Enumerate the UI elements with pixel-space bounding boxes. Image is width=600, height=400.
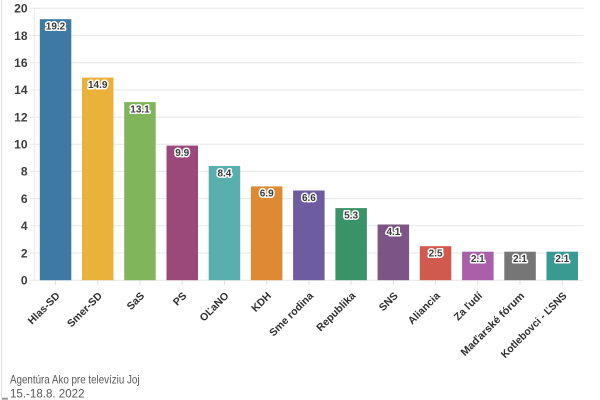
svg-text:4: 4 [21, 219, 28, 233]
svg-text:Aliancia: Aliancia [406, 290, 443, 327]
svg-text:0: 0 [21, 274, 28, 288]
svg-text:KDH: KDH [249, 290, 274, 315]
svg-text:Smer-SD: Smer-SD [65, 290, 105, 330]
svg-text:6: 6 [21, 192, 28, 206]
svg-text:19.2: 19.2 [46, 22, 66, 33]
svg-text:OĽaNO: OĽaNO [197, 290, 231, 324]
svg-text:4.1: 4.1 [386, 227, 400, 238]
svg-text:9.9: 9.9 [175, 148, 189, 159]
svg-text:Agentúra Ako pre televíziu Joj: Agentúra Ako pre televíziu Joj [10, 373, 140, 387]
svg-text:18: 18 [14, 29, 28, 43]
svg-text:20: 20 [14, 2, 28, 16]
svg-text:10: 10 [14, 138, 28, 152]
svg-text:14.9: 14.9 [88, 80, 108, 91]
svg-text:SNS: SNS [377, 290, 401, 314]
svg-text:8: 8 [21, 165, 28, 179]
svg-text:5.3: 5.3 [344, 210, 358, 221]
svg-text:Sme rodina: Sme rodina [267, 290, 316, 339]
svg-text:16: 16 [14, 56, 28, 70]
svg-text:6.6: 6.6 [302, 193, 316, 204]
svg-text:2.5: 2.5 [429, 249, 443, 260]
svg-text:6.9: 6.9 [260, 189, 274, 200]
svg-text:Republika: Republika [314, 290, 358, 334]
svg-text:2: 2 [21, 246, 28, 260]
svg-text:PS: PS [171, 290, 189, 308]
svg-text:2.1: 2.1 [555, 254, 569, 265]
svg-text:14: 14 [14, 83, 28, 97]
svg-text:2.1: 2.1 [513, 254, 527, 265]
svg-text:Hlas-SD: Hlas-SD [26, 290, 63, 327]
svg-text:SaS: SaS [125, 290, 148, 313]
svg-text:15.-18.8. 2022: 15.-18.8. 2022 [10, 386, 85, 400]
svg-text:8.4: 8.4 [217, 168, 231, 179]
svg-text:Za ľudí: Za ľudí [452, 289, 486, 323]
svg-text:13.1: 13.1 [130, 104, 150, 115]
svg-text:2.1: 2.1 [471, 254, 485, 265]
svg-text:12: 12 [14, 110, 28, 124]
